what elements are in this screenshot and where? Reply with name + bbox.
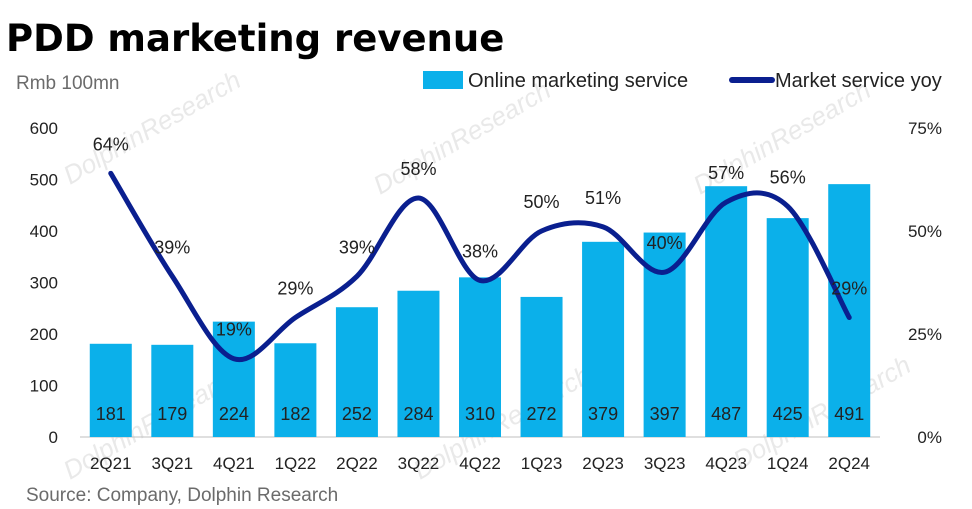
chart-title: PDD marketing revenue <box>6 17 504 60</box>
yoy-value-label: 39% <box>154 237 190 257</box>
bar-value-label: 397 <box>650 404 680 424</box>
bar <box>459 277 501 437</box>
category-label: 3Q22 <box>398 454 440 473</box>
right-tick-label: 50% <box>908 222 942 241</box>
legend-bar-swatch <box>423 71 463 89</box>
bar-value-label: 379 <box>588 404 618 424</box>
legend-line-label: Market service yoy <box>775 70 942 92</box>
bar-value-label: 224 <box>219 404 249 424</box>
bar <box>151 344 194 437</box>
category-label: 2Q24 <box>828 454 870 473</box>
left-tick-label: 400 <box>30 222 58 241</box>
yoy-value-label: 38% <box>462 241 498 261</box>
bar-value-label: 491 <box>834 404 864 424</box>
bar <box>766 218 809 437</box>
unit-label: Rmb 100mn <box>16 73 120 94</box>
bar <box>89 343 132 437</box>
left-tick-label: 100 <box>30 377 58 396</box>
category-label: 2Q22 <box>336 454 378 473</box>
bar <box>274 343 317 437</box>
bar-value-label: 272 <box>527 404 557 424</box>
yoy-value-label: 29% <box>277 279 313 299</box>
bar-value-label: 182 <box>280 404 310 424</box>
left-tick-label: 200 <box>30 325 58 344</box>
yoy-value-label: 50% <box>524 192 560 212</box>
bar <box>828 184 871 437</box>
category-label: 4Q21 <box>213 454 255 473</box>
right-tick-label: 75% <box>908 119 942 138</box>
bar <box>582 241 625 437</box>
yoy-value-label: 39% <box>339 237 375 257</box>
watermark-2: DolphinResearch <box>368 74 556 200</box>
watermark-6: DolphinResearch <box>728 349 916 475</box>
legend-bar-label: Online marketing service <box>468 70 688 92</box>
bar <box>212 321 255 437</box>
category-label: 2Q23 <box>582 454 624 473</box>
left-tick-label: 300 <box>30 274 58 293</box>
yoy-value-label: 29% <box>831 279 867 299</box>
yoy-value-label: 57% <box>708 163 744 183</box>
bar-series <box>89 184 871 437</box>
left-axis: 0 100 200 300 400 500 600 <box>30 119 58 447</box>
category-axis: 2Q21 3Q21 4Q21 1Q22 2Q22 3Q22 4Q22 1Q23 2Q23 3Q23… <box>90 454 870 473</box>
bar-value-label: 181 <box>96 404 126 424</box>
category-label: 3Q21 <box>152 454 194 473</box>
yoy-value-labels: 64% 39% 19% 29% 39% 58% 38% 50% 51% 40% 57% 56% 29% <box>93 134 867 339</box>
left-tick-label: 0 <box>49 428 58 447</box>
category-label: 3Q23 <box>644 454 686 473</box>
left-tick-label: 500 <box>30 171 58 190</box>
bar <box>520 296 563 437</box>
bar-value-label: 252 <box>342 404 372 424</box>
bar-value-label: 487 <box>711 404 741 424</box>
category-label: 1Q24 <box>767 454 809 473</box>
category-label: 4Q22 <box>459 454 501 473</box>
yoy-value-label: 64% <box>93 134 129 154</box>
bar-value-label: 179 <box>157 404 187 424</box>
right-tick-label: 0% <box>917 428 942 447</box>
category-label: 2Q21 <box>90 454 132 473</box>
yoy-value-label: 51% <box>585 188 621 208</box>
yoy-line <box>108 170 852 363</box>
bar-value-label: 310 <box>465 404 495 424</box>
right-axis: 0% 25% 50% 75% <box>908 119 942 447</box>
bar <box>397 290 440 437</box>
category-label: 1Q23 <box>521 454 563 473</box>
source-note: Source: Company, Dolphin Research <box>26 485 338 506</box>
yoy-value-label: 56% <box>770 167 806 187</box>
bar-value-label: 425 <box>773 404 803 424</box>
left-tick-label: 600 <box>30 119 58 138</box>
yoy-value-label: 19% <box>216 320 252 340</box>
category-label: 1Q22 <box>275 454 317 473</box>
category-label: 4Q23 <box>705 454 747 473</box>
bar <box>705 186 748 437</box>
yoy-value-label: 40% <box>647 233 683 253</box>
bar <box>335 307 378 437</box>
bar-value-labels: 181 179 224 182 252 284 310 272 379 397 487 425 491 <box>96 404 865 424</box>
legend: Online marketing service Market service … <box>423 70 942 92</box>
right-tick-label: 25% <box>908 325 942 344</box>
yoy-value-label: 58% <box>400 159 436 179</box>
bar-value-label: 284 <box>403 404 433 424</box>
